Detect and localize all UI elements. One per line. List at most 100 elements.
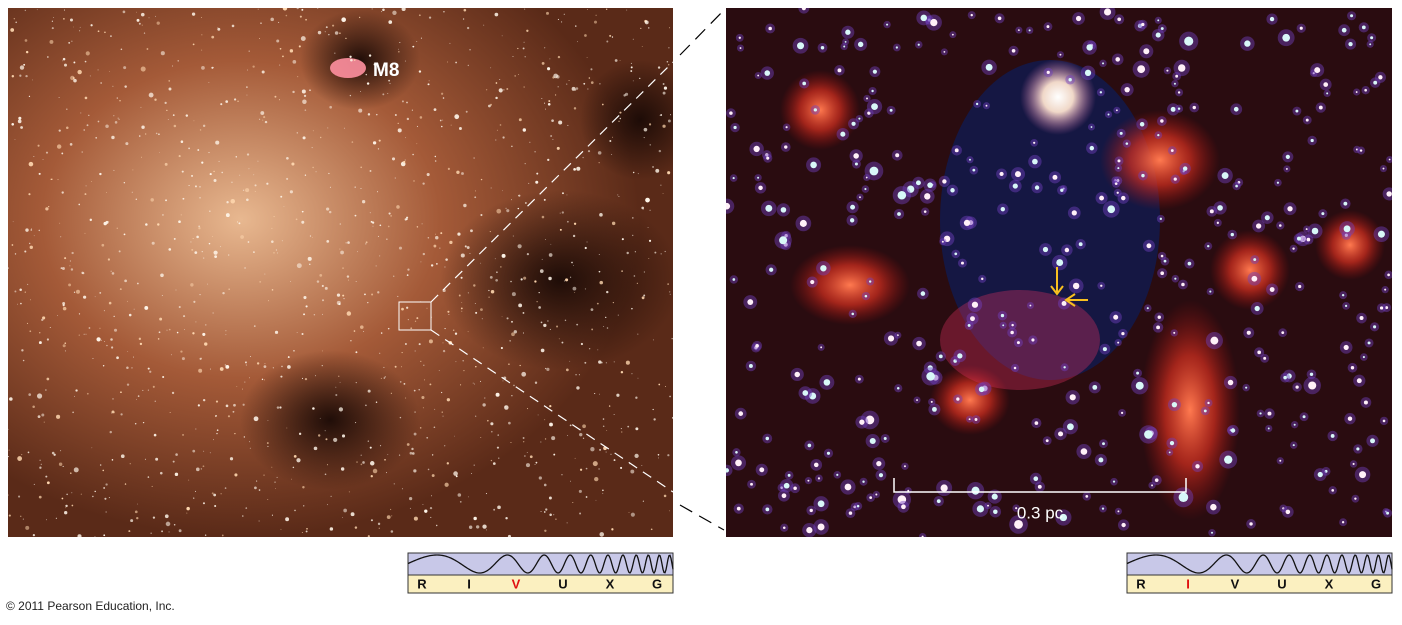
- star: [1017, 29, 1020, 32]
- star: [313, 446, 318, 451]
- star: [100, 339, 102, 341]
- star: [456, 170, 460, 174]
- star: [57, 179, 59, 181]
- star: [726, 198, 735, 214]
- star: [957, 353, 963, 359]
- star: [212, 439, 214, 441]
- star: [123, 182, 126, 184]
- star: [512, 235, 514, 237]
- star: [122, 10, 126, 14]
- star: [126, 366, 129, 369]
- star: [88, 327, 91, 329]
- star: [869, 496, 873, 500]
- star: [178, 305, 181, 309]
- star: [1279, 224, 1282, 227]
- star: [1203, 409, 1207, 413]
- star: [897, 495, 907, 504]
- star: [385, 472, 387, 474]
- star: [92, 358, 94, 360]
- star: [398, 246, 403, 250]
- star: [1064, 247, 1070, 253]
- star: [71, 40, 73, 42]
- star: [267, 300, 269, 302]
- star: [192, 332, 195, 335]
- star: [927, 365, 933, 371]
- star: [101, 243, 105, 247]
- star: [1116, 191, 1119, 194]
- star: [363, 331, 365, 332]
- star: [649, 144, 651, 146]
- star: [287, 356, 290, 358]
- star: [541, 61, 545, 65]
- star: [239, 174, 241, 176]
- star: [1207, 401, 1210, 405]
- star: [613, 361, 615, 363]
- star: [332, 24, 335, 27]
- star: [446, 61, 448, 63]
- star: [522, 128, 527, 132]
- star: [769, 267, 774, 272]
- band-label: R: [417, 576, 427, 591]
- star: [458, 294, 461, 297]
- star: [590, 308, 594, 312]
- star: [495, 278, 498, 282]
- star: [152, 385, 155, 388]
- star: [641, 465, 643, 467]
- star: [782, 526, 786, 530]
- star: [971, 486, 980, 495]
- star: [469, 253, 471, 254]
- star: [49, 326, 51, 328]
- star: [139, 342, 143, 346]
- star: [279, 406, 282, 409]
- star: [271, 240, 274, 243]
- star: [617, 194, 619, 196]
- star: [354, 526, 358, 529]
- star: [317, 30, 322, 35]
- star: [406, 274, 409, 277]
- star: [1175, 74, 1179, 78]
- star: [667, 171, 671, 175]
- star: [350, 58, 353, 62]
- zoom-box: [398, 301, 432, 331]
- star: [130, 519, 134, 523]
- star: [522, 332, 524, 334]
- star: [595, 499, 597, 501]
- star: [297, 76, 299, 78]
- star: [511, 145, 513, 148]
- star: [1075, 15, 1082, 22]
- star: [342, 267, 344, 269]
- star: [396, 205, 400, 209]
- star: [611, 221, 616, 226]
- star: [191, 174, 193, 177]
- star: [282, 55, 284, 58]
- star: [1281, 331, 1285, 335]
- star: [1169, 441, 1175, 446]
- star: [667, 454, 670, 457]
- star: [140, 156, 142, 158]
- star: [518, 74, 519, 76]
- star: [60, 450, 62, 452]
- star: [523, 86, 525, 88]
- star: [80, 112, 82, 114]
- star: [66, 493, 68, 496]
- star: [866, 97, 868, 100]
- star: [897, 212, 901, 216]
- star: [871, 103, 878, 111]
- star: [8, 455, 10, 458]
- star: [375, 265, 377, 267]
- star: [360, 463, 363, 466]
- star: [1014, 520, 1023, 529]
- star: [1354, 497, 1357, 500]
- star: [486, 529, 487, 531]
- object-label: M8: [373, 60, 399, 81]
- star: [540, 348, 545, 353]
- star: [1032, 158, 1038, 165]
- star: [461, 172, 464, 175]
- star: [618, 120, 620, 123]
- star: [58, 97, 60, 99]
- star: [303, 505, 305, 507]
- star: [135, 198, 137, 200]
- star: [439, 247, 441, 249]
- star: [511, 292, 516, 297]
- star: [582, 437, 585, 439]
